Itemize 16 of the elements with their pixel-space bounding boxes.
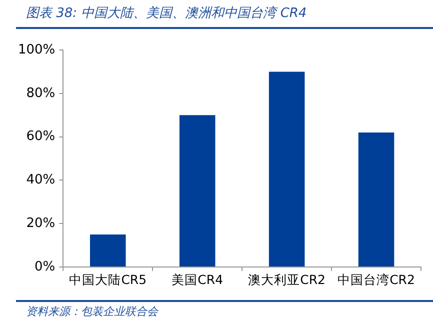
y-tick-label: 100%: [18, 42, 56, 58]
x-tick-label: 美国CR4: [172, 272, 224, 287]
bar: [90, 234, 126, 266]
y-tick-label: 80%: [26, 86, 56, 101]
bar: [268, 72, 305, 266]
bar: [358, 132, 394, 266]
y-tick-label: 40%: [26, 172, 56, 188]
y-tick-label: 60%: [26, 129, 56, 144]
x-tick-label: 中国大陆CR5: [69, 272, 147, 287]
chart-title: 图表 38: 中国大陆、美国、澳洲和中国台湾 CR4: [26, 5, 307, 22]
x-tick-label: 澳大利亚CR2: [248, 272, 326, 287]
bar: [179, 115, 216, 266]
x-tick-label: 中国台湾CR2: [338, 272, 415, 287]
y-tick-label: 20%: [26, 216, 56, 231]
text: 资料来源：包装企业联合会: [26, 304, 158, 319]
y-tick-label: 0%: [34, 259, 56, 274]
